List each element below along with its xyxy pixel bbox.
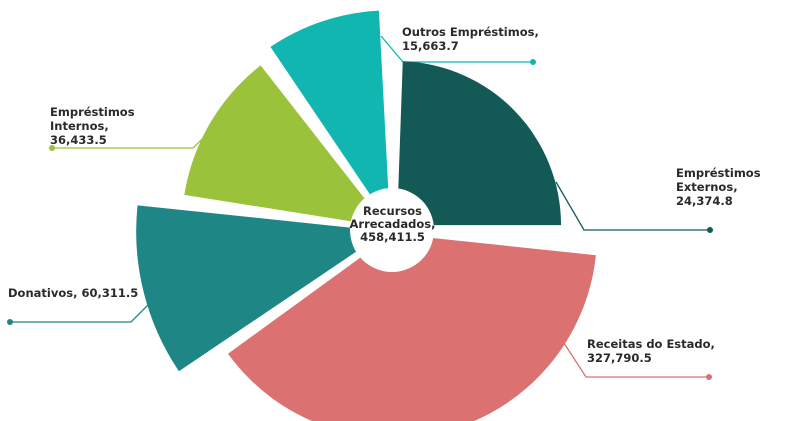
category-name: Empréstimos Internos bbox=[50, 105, 135, 133]
leader-line bbox=[561, 339, 709, 378]
value-label: 24,374.8 bbox=[676, 194, 733, 208]
leader-dot bbox=[530, 59, 536, 65]
center-name: Recursos Arrecadados bbox=[350, 204, 436, 231]
category-name: Receitas do Estado bbox=[587, 337, 715, 351]
rose-segment bbox=[184, 65, 387, 227]
leader-line bbox=[10, 295, 158, 323]
rose-segment bbox=[397, 61, 562, 226]
leader-dot bbox=[7, 319, 13, 325]
leader-dot bbox=[49, 145, 55, 151]
category-name: Outros Empréstimos bbox=[402, 25, 539, 39]
center-hole bbox=[350, 188, 434, 272]
value-label: 60,311.5 bbox=[81, 286, 139, 300]
segment-label: Donativos60,311.5 bbox=[8, 286, 148, 300]
category-name: Donativos bbox=[8, 286, 81, 300]
center-total: 458,411.5 bbox=[360, 230, 425, 244]
leader-dot bbox=[707, 227, 713, 233]
leader-line bbox=[52, 119, 223, 149]
segment-label: Outros Empréstimos15,663.7 bbox=[402, 25, 562, 53]
center-label: Recursos Arrecadados458,411.5 bbox=[345, 204, 440, 244]
value-label: 15,663.7 bbox=[402, 39, 459, 53]
rose-segment bbox=[270, 10, 391, 225]
segment-label: Receitas do Estado327,790.5 bbox=[587, 337, 727, 365]
category-name: Empréstimos Externos bbox=[676, 166, 761, 194]
leader-line bbox=[555, 181, 710, 231]
segment-label: Empréstimos Internos36,433.5 bbox=[50, 105, 160, 147]
value-label: 327,790.5 bbox=[587, 351, 652, 365]
rose-segment bbox=[227, 233, 596, 421]
leader-dot bbox=[706, 374, 712, 380]
value-label: 36,433.5 bbox=[50, 133, 107, 147]
segment-label: Empréstimos Externos24,374.8 bbox=[676, 166, 786, 208]
rose-segment bbox=[136, 205, 387, 372]
